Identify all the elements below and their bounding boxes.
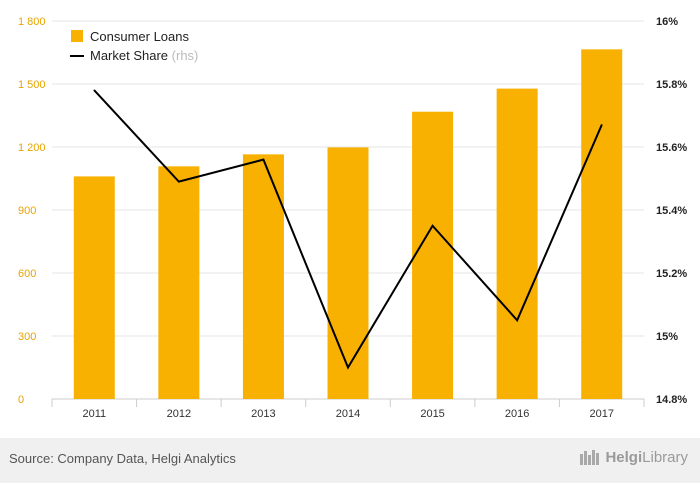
y-right-tick-label: 14.8% (656, 394, 687, 406)
y-right-tick-label: 15.6% (656, 142, 687, 154)
y-right-tick-label: 16% (656, 16, 678, 28)
bar-consumer-loans (581, 49, 623, 399)
y-right-tick-label: 15.8% (656, 79, 687, 91)
y-left-tick-label: 300 (18, 331, 36, 343)
bar-consumer-loans (242, 154, 284, 399)
x-tick-label: 2015 (420, 408, 444, 420)
x-tick-label: 2013 (251, 408, 275, 420)
x-tick-label: 2011 (82, 408, 106, 420)
chart-canvas: 0 300 600 900 1 200 1 500 1 800 14.8% 15% 15.2% 15… (18, 16, 687, 420)
y-right-tick-label: 15.4% (656, 205, 687, 217)
bar-consumer-loans (158, 166, 200, 399)
y-right-tick-label: 15% (656, 331, 678, 343)
logo-prefix: Helgi (605, 448, 643, 466)
helgi-library-logo[interactable]: HelgiLibrary (579, 448, 688, 466)
market-share-point (600, 124, 603, 126)
logo-suffix: Library (642, 448, 688, 466)
y-left-tick-label: 1 200 (18, 142, 46, 154)
bar-consumer-loans (73, 176, 115, 399)
bar-consumer-loans (327, 147, 369, 399)
market-share-point (178, 180, 180, 183)
legend-swatch-consumer-loans (71, 30, 83, 42)
bar-consumer-loans (496, 88, 538, 400)
library-icon (580, 450, 600, 465)
x-tick-label: 2017 (589, 408, 613, 420)
x-tick-label: 2012 (167, 408, 191, 420)
y-left-tick-label: 1 800 (18, 16, 46, 28)
market-share-point (516, 319, 518, 322)
y-left-tick-label: 600 (18, 268, 36, 280)
footer: Source: Company Data, Helgi Analytics He… (0, 438, 700, 483)
market-share-point (262, 158, 265, 161)
market-share-point (431, 224, 434, 227)
source-note: Source: Company Data, Helgi Analytics (9, 451, 236, 466)
y-left-tick-label: 0 (18, 394, 24, 406)
y-left-tick-label: 1 500 (18, 79, 46, 91)
market-share-point (93, 89, 96, 92)
y-right-tick-label: 15.2% (656, 268, 687, 280)
x-tick-label: 2016 (505, 408, 529, 420)
legend-label-market-share: Market Share (rhs) (90, 48, 198, 63)
logo-text: HelgiLibrary (605, 449, 688, 466)
y-left-tick-label: 900 (18, 205, 36, 217)
legend-label-consumer-loans: Consumer Loans (90, 29, 189, 44)
x-tick-label: 2014 (336, 408, 360, 420)
market-share-point (347, 366, 349, 369)
bar-consumer-loans (412, 111, 454, 399)
legend-rhs-note: (rhs) (172, 48, 199, 63)
